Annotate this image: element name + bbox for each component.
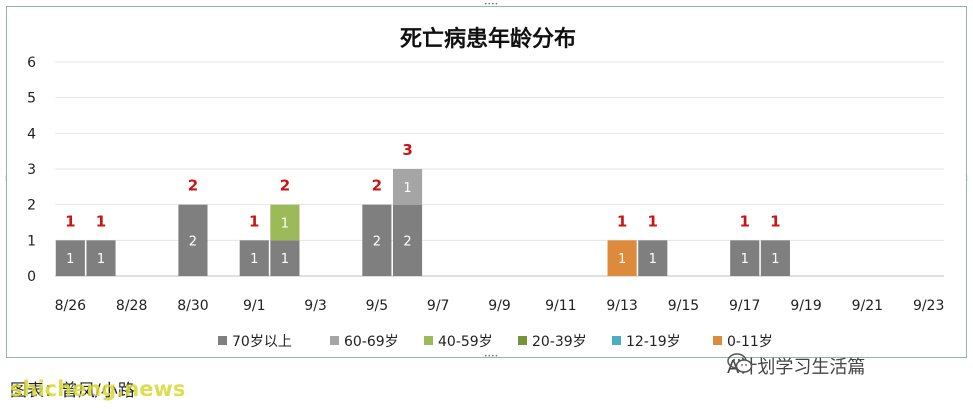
x-tick-label: 9/3 (304, 298, 327, 314)
x-tick-label: 9/21 (852, 298, 883, 314)
segment-value-label: 1 (66, 252, 74, 267)
legend-swatch (713, 336, 722, 345)
total-value-label: 1 (770, 212, 780, 230)
y-tick-label: 2 (27, 198, 36, 214)
y-tick-label: 6 (27, 55, 36, 71)
x-tick-label: 9/17 (729, 298, 760, 314)
segment-value-label: 1 (281, 217, 289, 232)
x-tick-label: 9/23 (913, 298, 944, 314)
y-axis: 0 1 2 3 4 5 6 (27, 55, 36, 285)
y-tick-label: 3 (27, 162, 36, 178)
legend-swatch (218, 336, 227, 345)
total-value-label: 2 (188, 177, 198, 195)
legend-label: 20-39岁 (532, 334, 587, 350)
y-tick-label: 4 (27, 126, 36, 142)
segment-value-label: 2 (373, 234, 381, 249)
segment-value-label: 1 (250, 252, 258, 267)
legend-label: 40-59岁 (438, 334, 493, 350)
total-value-label: 2 (280, 177, 290, 195)
total-value-label: 1 (65, 212, 75, 230)
segment-value-label: 2 (403, 234, 411, 249)
y-tick-label: 5 (27, 91, 36, 107)
total-value-label: 2 (372, 177, 382, 195)
x-tick-label: 9/9 (488, 298, 511, 314)
segment-value-label: 1 (281, 252, 289, 267)
bars: 1 1 1 1 2 2 1 1 1 1 2 2 2 2 1 3 1 1 1 1 1 1 1 1 (56, 141, 790, 276)
segment-value-label: 2 (189, 234, 197, 249)
x-tick-label: 8/26 (55, 298, 87, 314)
wechat-icon (727, 352, 753, 374)
chart-title: 死亡病患年龄分布 (400, 26, 576, 52)
x-tick-label: 9/13 (606, 298, 637, 314)
segment-value-label: 1 (403, 181, 411, 196)
legend-swatch (330, 336, 339, 345)
segment-value-label: 1 (97, 252, 105, 267)
total-value-label: 1 (249, 212, 259, 230)
legend-swatch (424, 336, 433, 345)
segment-value-label: 1 (649, 252, 657, 267)
legend: 70岁以上 60-69岁 40-59岁 20-39岁 12-19岁 0-11岁 (218, 334, 773, 350)
x-tick-label: 9/1 (243, 298, 266, 314)
x-tick-label: 8/30 (177, 298, 208, 314)
x-tick-label: 9/19 (790, 298, 821, 314)
total-value-label: 1 (96, 212, 106, 230)
legend-label: 0-11岁 (727, 334, 773, 350)
x-tick-label: 9/11 (545, 298, 576, 314)
y-tick-label: 0 (27, 269, 36, 285)
x-tick-label: 8/28 (116, 298, 147, 314)
wechat-account-tag: A计划学习生活篇 (727, 352, 865, 380)
total-value-label: 3 (402, 141, 412, 159)
y-tick-label: 1 (27, 233, 36, 249)
x-tick-label: 9/15 (668, 298, 699, 314)
segment-value-label: 1 (741, 252, 749, 267)
segment-value-label: 1 (618, 252, 626, 267)
x-axis: 8/26 8/28 8/30 9/1 9/3 9/5 9/7 9/9 9/11 9/13 9/15 9… (55, 298, 945, 314)
total-value-label: 1 (617, 212, 627, 230)
legend-label: 60-69岁 (344, 334, 399, 350)
legend-label: 70岁以上 (232, 334, 292, 350)
legend-swatch (612, 336, 621, 345)
legend-swatch (518, 336, 527, 345)
total-value-label: 1 (740, 212, 750, 230)
x-tick-label: 9/7 (427, 298, 450, 314)
segment-value-label: 1 (771, 252, 779, 267)
x-tick-label: 9/5 (366, 298, 389, 314)
watermark: shicheng.news (10, 377, 185, 401)
total-value-label: 1 (648, 212, 658, 230)
legend-label: 12-19岁 (626, 334, 681, 350)
